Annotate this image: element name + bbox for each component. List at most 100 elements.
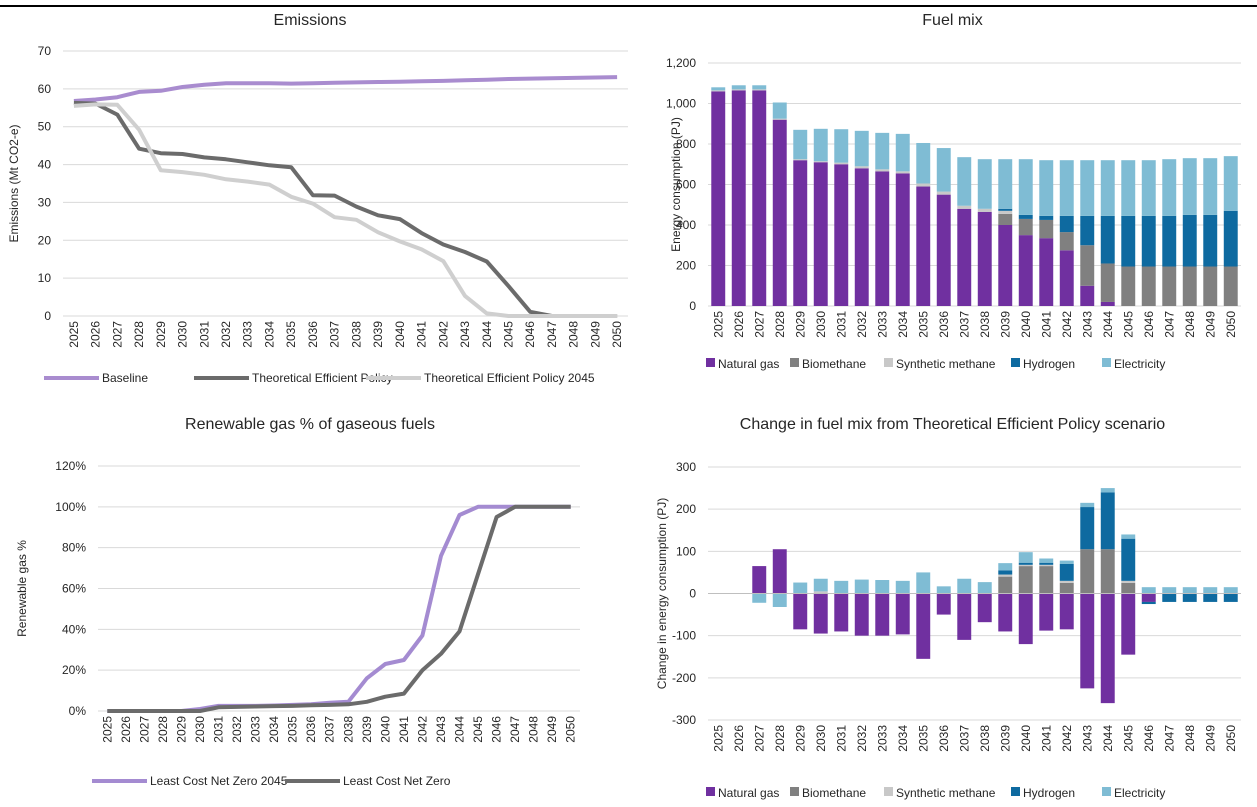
y-tick-label: 200 [676, 259, 696, 273]
x-tick-label: 2026 [732, 311, 746, 338]
bar-segment [1039, 564, 1054, 567]
bar-segment [1203, 214, 1218, 267]
bar-segment [711, 90, 726, 92]
emissions-title: Emissions [273, 12, 347, 29]
bar-segment [813, 578, 828, 592]
bar-segment [1162, 159, 1177, 216]
bar-segment [1162, 266, 1177, 306]
x-tick-label: 2028 [132, 321, 146, 348]
bar-segment [1100, 549, 1115, 594]
x-tick-label: 2039 [998, 725, 1012, 752]
line-series-baseline [73, 75, 618, 103]
bar-segment [1018, 218, 1033, 236]
bar-segment [1121, 266, 1136, 306]
x-tick-label: 2046 [490, 716, 504, 743]
bar-segment [1080, 507, 1095, 550]
bar-segment [895, 173, 910, 306]
bar-segment [998, 225, 1013, 306]
x-tick-label: 2046 [1142, 725, 1156, 752]
bar-segment [1080, 593, 1095, 689]
legend-swatch [1102, 358, 1111, 367]
x-tick-label: 2045 [1121, 311, 1135, 338]
bar-segment [1018, 235, 1033, 306]
bar-segment [1223, 593, 1238, 602]
bar-segment [772, 593, 787, 607]
x-tick-label: 2045 [471, 716, 485, 743]
legend-item-least-cost-net-zero: Least Cost Net Zero [285, 774, 451, 788]
series-natural-gas [711, 90, 1115, 307]
x-tick-label: 2030 [193, 716, 207, 743]
x-tick-label: 2047 [508, 716, 522, 743]
x-tick-label: 2045 [1121, 725, 1135, 752]
legend-item-hydrogen: Hydrogen [1011, 357, 1075, 371]
bar-segment [1059, 232, 1074, 251]
legend-label: Theoretical Efficient Policy [252, 371, 393, 385]
x-tick-label: 2025 [711, 311, 725, 338]
x-tick-label: 2038 [349, 321, 363, 348]
y-tick-label: 30 [38, 195, 52, 209]
bar-segment [1100, 488, 1115, 493]
bar-segment [1080, 502, 1095, 508]
bar-segment [1203, 158, 1218, 215]
x-tick-label: 2035 [284, 321, 298, 348]
bar-segment [1018, 593, 1033, 645]
x-tick-label: 2035 [286, 716, 300, 743]
grid-lines [708, 62, 1241, 307]
bar-segment [1141, 587, 1156, 594]
x-tick-label: 2043 [434, 716, 448, 743]
line-series-theoretical-efficient-policy [73, 100, 618, 318]
legend-item-synthetic-methane: Synthetic methane [884, 357, 996, 371]
x-tick-label: 2038 [978, 311, 992, 338]
bar-segment [1121, 534, 1136, 539]
legend-swatch [1102, 787, 1111, 796]
x-tick-label: 2034 [896, 725, 910, 752]
x-tick-label: 2029 [793, 725, 807, 752]
y-tick-label: 400 [676, 218, 696, 232]
bar-segment [772, 549, 787, 594]
y-axis-label: Energy consumption (PJ) [669, 117, 683, 252]
x-tick-label: 2037 [957, 725, 971, 752]
x-tick-label: 2025 [711, 725, 725, 752]
legend-item-least-cost-net-zero-2045: Least Cost Net Zero 2045 [92, 774, 288, 788]
bar-segment [1121, 593, 1136, 655]
series-biomethane [998, 549, 1136, 594]
bar-segment [834, 162, 849, 165]
bar-segment [1059, 593, 1074, 630]
bar-segment [834, 164, 849, 306]
x-tick-label: 2037 [957, 311, 971, 338]
y-tick-label: 60% [62, 582, 86, 596]
bar-segment [1059, 250, 1074, 306]
bar-segment [1223, 266, 1238, 306]
legend-label: Electricity [1114, 357, 1165, 371]
x-tick-label: 2039 [360, 716, 374, 743]
x-tick-label: 2037 [323, 716, 337, 743]
bar-segment [834, 129, 849, 163]
legend-item-biomethane: Biomethane [790, 786, 866, 800]
legend: Natural gas Biomethane Synthetic methane Hy… [706, 357, 1165, 371]
bar-segment [1039, 593, 1054, 631]
bar-segment [834, 580, 849, 594]
bar-segment [1059, 582, 1074, 594]
legend-item-synthetic-methane: Synthetic methane [884, 786, 996, 800]
legend-item-biomethane: Biomethane [790, 357, 866, 371]
bar-segment [1100, 160, 1115, 216]
x-tick-label: 2030 [814, 725, 828, 752]
bar-segment [977, 593, 992, 623]
bar-segment [752, 566, 767, 594]
x-tick-label: 2045 [501, 321, 515, 348]
series-natural-gas [752, 549, 1156, 704]
bar-segment [957, 593, 972, 640]
legend-item-hydrogen: Hydrogen [1011, 786, 1075, 800]
bar-segment [1162, 215, 1177, 267]
x-tick-label: 2026 [89, 321, 103, 348]
y-tick-label: 70 [38, 44, 52, 58]
series-synthetic-methane [711, 89, 1013, 214]
bar-segment [977, 208, 992, 212]
bar-segment [1018, 214, 1033, 219]
bar-segment [1080, 285, 1095, 306]
bar-segment [711, 87, 726, 91]
bar-segment [813, 161, 828, 163]
bar-segment [711, 91, 726, 306]
legend-label: Least Cost Net Zero 2045 [150, 774, 288, 788]
y-tick-label: 40% [62, 622, 86, 636]
